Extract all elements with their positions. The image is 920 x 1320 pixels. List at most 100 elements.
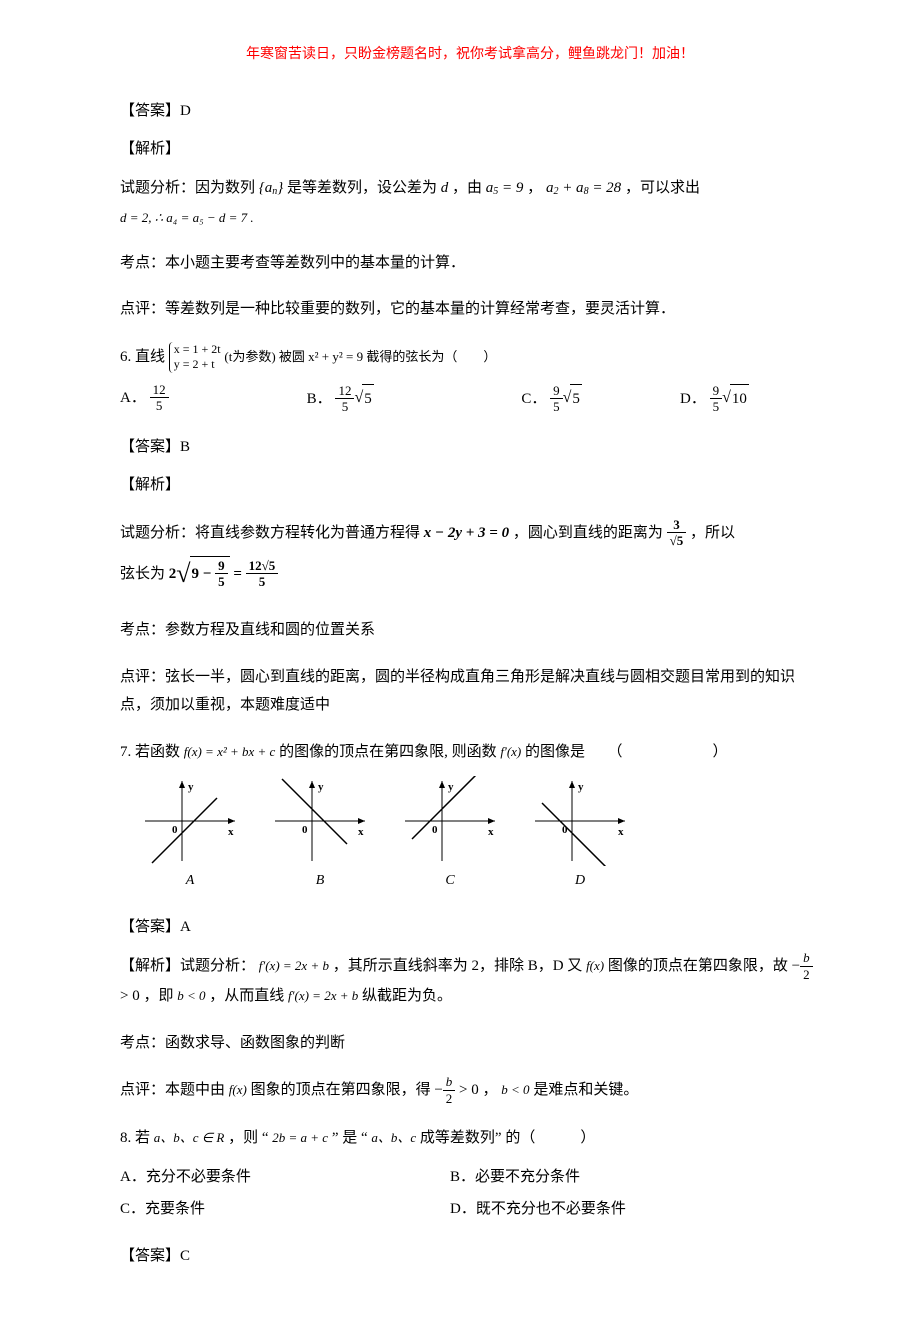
svg-text:x: x: [358, 826, 364, 838]
svg-text:y: y: [188, 781, 194, 793]
q7-dianping-b: 图象的顶点在第四象限，得: [251, 1082, 431, 1098]
q6-analysis-d: 弦长为: [120, 566, 165, 582]
var-d: d: [441, 180, 449, 196]
q8-options-row1: A．充分不必要条件 B．必要不充分条件: [120, 1163, 820, 1192]
q6-stem: 6. 直线 x = 1 + 2t y = 2 + t (t为参数) 被圆 x² …: [120, 342, 820, 373]
q5-derivation: d = 2, ∴ a₄ = a₅ − d = 7 .: [120, 206, 820, 231]
q6-optD-rad: 10: [730, 384, 749, 414]
q7-analysis-a: ，其所示直线斜率为 2，排除 B，D 又: [333, 958, 583, 974]
q8-optD: D．既不充分也不必要条件: [450, 1195, 780, 1224]
q7-analysis: 【解析】试题分析： f′(x) = 2x + b ，其所示直线斜率为 2，排除 …: [120, 951, 820, 1010]
q8-optA: A．充分不必要条件: [120, 1163, 450, 1192]
q6-optC-num: 9: [550, 384, 563, 399]
q7-graph-label-A: A: [140, 868, 240, 895]
q7-graph-label-B: B: [270, 868, 370, 895]
q7-analysis-e: 纵截距为负。: [362, 988, 452, 1004]
q7-fx2: f(x): [586, 958, 604, 973]
q6-optB-label: B．: [307, 391, 332, 407]
q8-optC: C．充要条件: [120, 1195, 450, 1224]
q8-cond: 2b = a + c: [272, 1130, 328, 1145]
q8-stem-c: ” 是 “: [332, 1130, 368, 1146]
svg-text:y: y: [578, 781, 584, 793]
q5-analysis-mid3: ，: [527, 180, 542, 196]
q6-answer: 【答案】B: [120, 433, 820, 462]
q5-dianping: 点评：等差数列是一种比较重要的数列，它的基本量的计算经常考查，要灵活计算．: [120, 295, 820, 324]
q6-param-top: x = 1 + 2t: [174, 342, 221, 356]
q6-optD-den: 5: [710, 399, 723, 415]
q7-graphs: 0xyA0xyB0xyC0xyD: [140, 776, 820, 895]
q6-stem-mid: (t为参数) 被圆 x² + y² = 9 截得的弦长为（ ）: [224, 349, 496, 364]
q7-deriv: f′(x) = 2x + b: [259, 958, 329, 973]
q6-dianping: 点评：弦长一半，圆心到直线的距离，圆的半径构成直角三角形是解决直线与圆相交题目常…: [120, 663, 820, 720]
q5-analysis-prefix: 试题分析：因为数列: [120, 180, 255, 196]
q5-answer: 【答案】D: [120, 97, 820, 126]
q6-optC-den: 5: [550, 399, 563, 415]
q7-dianping-c: ，: [483, 1082, 498, 1098]
q7-analysis-c: ，即: [143, 988, 173, 1004]
eq-a2a8: a2 + a8 = 28: [546, 180, 621, 196]
q6-dist-den: √5: [667, 533, 687, 549]
q7-bcond: b < 0: [177, 988, 205, 1003]
q6-optA-den: 5: [150, 398, 169, 414]
q6-optB-rad: 5: [362, 384, 374, 414]
svg-text:x: x: [228, 826, 234, 838]
q7-graph-A: 0 x y A: [140, 776, 240, 895]
q6-optD-num: 9: [710, 384, 723, 399]
q6-analysis-a: 试题分析：将直线参数方程转化为普通方程得: [120, 525, 420, 541]
q7-dp-num: b: [443, 1075, 456, 1090]
q7-graph-B: 0xyB: [270, 776, 370, 895]
svg-text:0: 0: [172, 824, 178, 836]
q6-optC-label: C．: [521, 391, 546, 407]
q6-analysis-b: ，圆心到直线的距离为: [513, 525, 663, 541]
q7-dianping-d: 是难点和关键。: [533, 1082, 638, 1098]
q7-kaodian: 考点：函数求导、函数图象的判断: [120, 1029, 820, 1058]
q6-optC-rad: 5: [570, 384, 582, 414]
q7-fx3: f(x): [229, 1082, 247, 1097]
q6-analysis: 试题分析：将直线参数方程转化为普通方程得 x − 2y + 3 = 0 ，圆心到…: [120, 518, 820, 598]
q7-analysis-d: ，从而直线: [209, 988, 284, 1004]
q6-optD-label: D．: [680, 391, 706, 407]
q6-stem-prefix: 6. 直线: [120, 349, 165, 365]
q7-stem: 7. 若函数 f(x) = x² + bx + c 的图像的顶点在第四象限, 则…: [120, 738, 820, 767]
q7-dianping: 点评：本题中由 f(x) 图象的顶点在第四象限，得 −b2 > 0 ， b < …: [120, 1075, 820, 1106]
q6-optB-den: 5: [335, 399, 354, 415]
q7-graph-D: 0xyD: [530, 776, 630, 895]
q8-stem-b: ，则 “: [228, 1130, 268, 1146]
q7-graph-C: 0xyC: [400, 776, 500, 895]
q5-jiexi-label: 【解析】: [120, 135, 820, 164]
q6-res-inner-num: 9: [215, 559, 228, 574]
q6-res-rhs-den: 5: [246, 574, 279, 590]
q6-optA: A． 125: [120, 383, 307, 415]
q7-analysis-b: 图像的顶点在第四象限，故: [608, 958, 788, 974]
q6-res-inner-den: 5: [215, 574, 228, 590]
q8-optB: B．必要不充分条件: [450, 1163, 780, 1192]
q6-param-brace: x = 1 + 2t y = 2 + t: [169, 342, 221, 373]
q7-deriv2: f′(x) = 2x + b: [288, 988, 358, 1003]
q5-kaodian: 考点：本小题主要考查等差数列中的基本量的计算．: [120, 249, 820, 278]
q7-stem-a: 7. 若函数: [120, 744, 180, 760]
q5-analysis-mid1: 是等差数列，设公差为: [287, 180, 437, 196]
q7-dp-den: 2: [443, 1091, 456, 1107]
q7-graph-label-D: D: [530, 868, 630, 895]
q7-vertex-num: b: [800, 951, 813, 966]
q6-optA-label: A．: [120, 390, 146, 406]
q7-bcond2: b < 0: [501, 1082, 529, 1097]
q8-seq: a、b、c: [371, 1130, 416, 1145]
q8-stem-d: 成等差数列” 的（ ）: [420, 1130, 595, 1146]
q6-dist-num: 3: [667, 518, 687, 533]
svg-text:0: 0: [432, 824, 438, 836]
q7-jiexi-prefix: 【解析】试题分析：: [120, 958, 255, 974]
eq-a5: a5 = 9: [486, 180, 524, 196]
q6-param-bot: y = 2 + t: [174, 357, 215, 371]
q7-graph-label-C: C: [400, 868, 500, 895]
q7-fpx: f′(x): [500, 744, 521, 759]
q6-kaodian: 考点：参数方程及直线和圆的位置关系: [120, 616, 820, 645]
svg-text:0: 0: [302, 824, 308, 836]
q7-vertex-den: 2: [800, 967, 813, 983]
q5-analysis-mid2: ，由: [452, 180, 482, 196]
q6-eq1: x − 2y + 3 = 0: [424, 525, 509, 541]
q8-answer: 【答案】C: [120, 1242, 820, 1271]
q8-stem-a: 8. 若: [120, 1130, 150, 1146]
q6-res-rhs-num: 12√5: [246, 559, 279, 574]
q8-stem: 8. 若 a、b、c ∈ R ，则 “ 2b = a + c ” 是 “ a、b…: [120, 1124, 820, 1153]
